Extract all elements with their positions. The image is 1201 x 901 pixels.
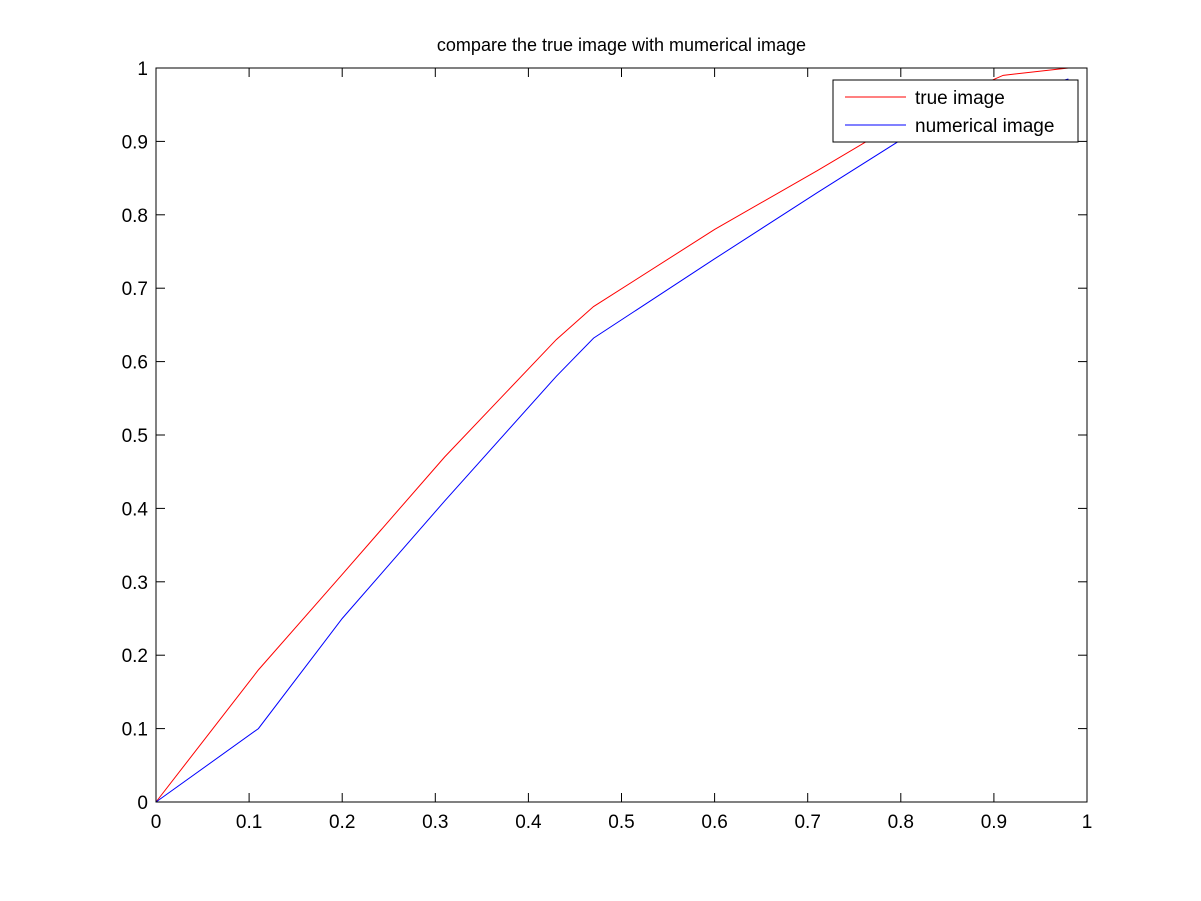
y-tick-label: 0.9 (122, 132, 148, 153)
legend-box (832, 79, 1079, 143)
legend-label-numerical-image: numerical image (915, 116, 1054, 137)
x-tick-label: 1 (1082, 812, 1093, 833)
y-tick-label: 0.8 (122, 206, 148, 227)
legend: true image numerical image (832, 79, 1079, 143)
x-tick-label: 0.9 (981, 812, 1007, 833)
x-tick-label: 0.6 (701, 812, 727, 833)
plot-area-background (156, 68, 1087, 802)
x-tick-label: 0.4 (515, 812, 542, 833)
y-tick-label: 0.3 (122, 573, 148, 594)
x-tick-label: 0.3 (422, 812, 448, 833)
y-tick-label: 0.4 (122, 499, 149, 520)
y-tick-label: 0.6 (122, 353, 148, 374)
chart-title: compare the true image with mumerical im… (437, 35, 806, 55)
y-tick-label: 0.5 (122, 426, 148, 447)
x-tick-label: 0.5 (608, 812, 634, 833)
axes-layer: 0 0.1 0.2 0.3 0.4 0.5 0.6 0.7 0.8 0.9 1 0 0.1 0.2 0.3 0… (122, 59, 1093, 833)
legend-label-true-image: true image (915, 88, 1005, 109)
x-tick-label: 0.2 (329, 812, 355, 833)
x-tick-label: 0.8 (888, 812, 914, 833)
x-tick-label: 0 (151, 812, 162, 833)
y-tick-label: 0.1 (122, 720, 148, 741)
y-tick-label: 0 (137, 793, 148, 814)
x-tick-label: 0.7 (794, 812, 820, 833)
x-tick-label: 0.1 (236, 812, 262, 833)
y-tick-label: 0.7 (122, 279, 148, 300)
y-tick-label: 0.2 (122, 646, 148, 667)
y-tick-label: 1 (137, 59, 148, 80)
